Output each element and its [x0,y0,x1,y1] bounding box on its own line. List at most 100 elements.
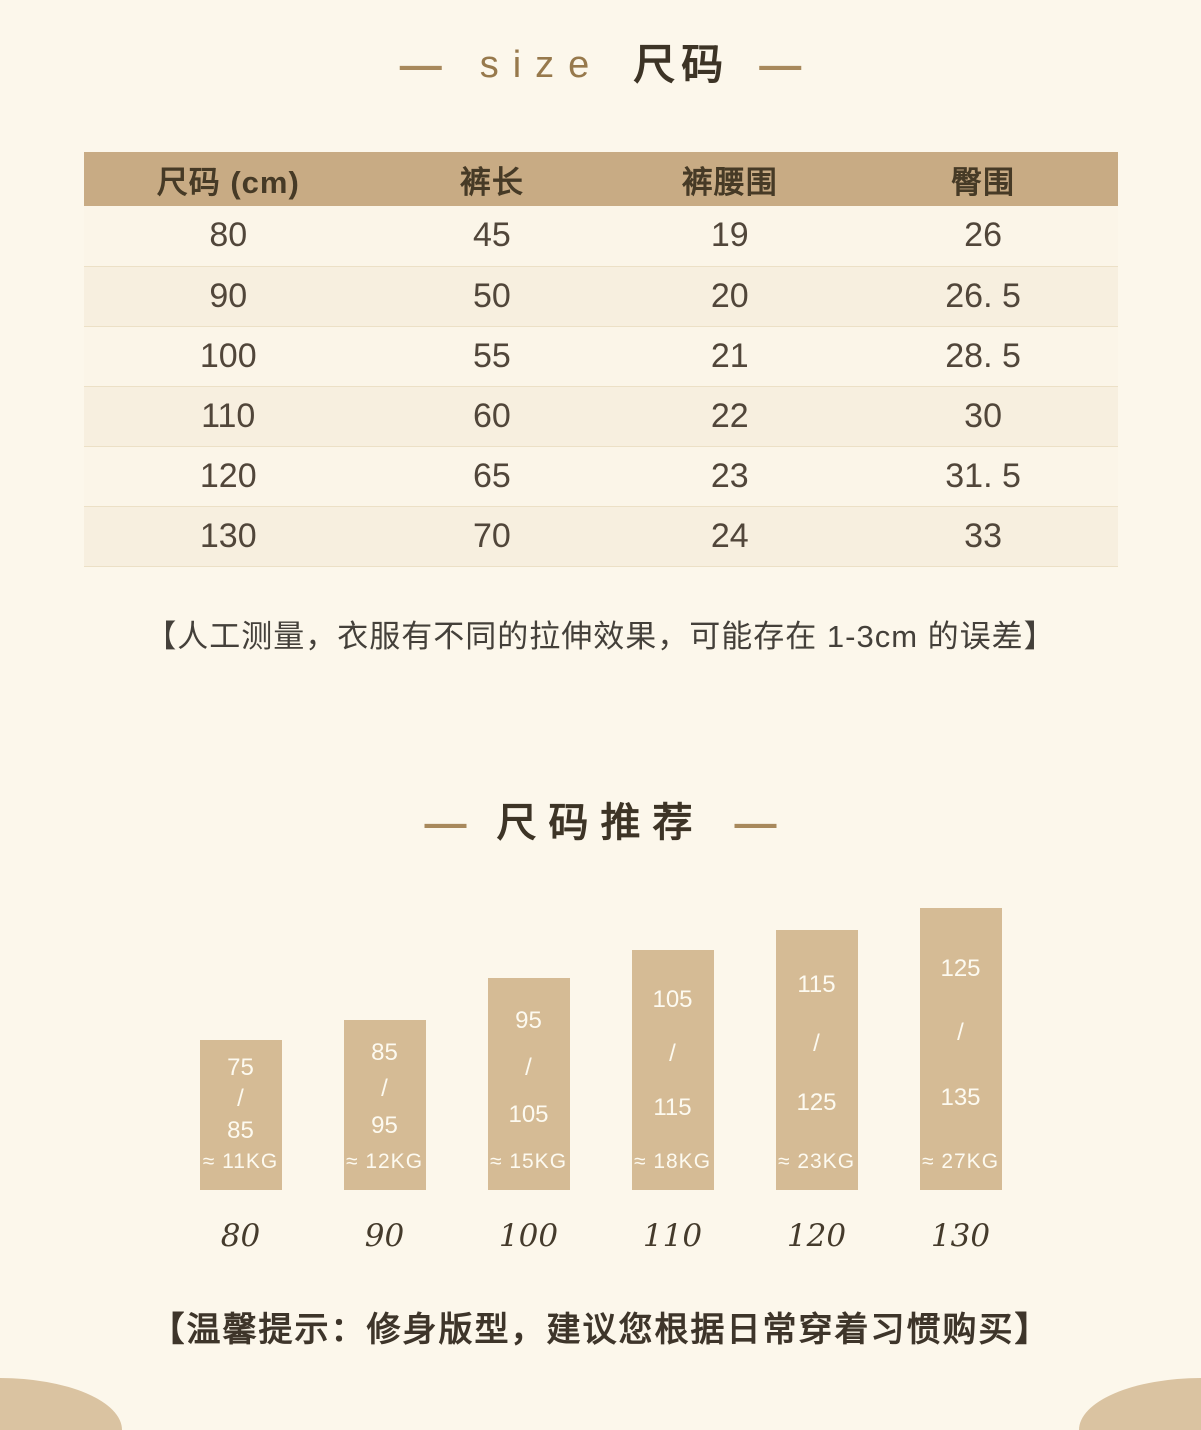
table-header-cell: 臀围 [848,152,1118,206]
bar-category-label: 130 [930,1217,991,1254]
table-row: 120 65 23 31. 5 [83,446,1118,507]
table-cell: 120 [83,446,374,507]
bar-range-divider: / [237,1085,244,1113]
bar-height-range: 85 / 95 [344,1030,426,1150]
bar-range-divider: / [381,1075,388,1103]
table-row: 80 45 19 26 [83,206,1118,267]
title-dash-left: — [399,41,442,88]
table-row: 100 55 21 28. 5 [83,326,1118,387]
title-dash-left: — [424,798,467,846]
bar-height-min: 105 [652,986,693,1014]
bar-height-max: 135 [940,1083,981,1111]
bar-range-divider: / [525,1054,532,1082]
recommend-section-title: — 尺码推荐 — [0,798,1201,846]
table-cell: 130 [83,506,374,567]
bar-height-max: 85 [227,1116,254,1144]
table-header-cell: 尺码 (cm) [83,152,374,206]
table-row: 130 70 24 33 [83,506,1118,567]
table-cell: 55 [373,326,611,387]
bar-column: 105 / 115 ≈ 18KG 110 [631,949,714,1254]
bar-range-divider: / [813,1030,820,1058]
bar-height-min: 115 [797,971,836,999]
table-cell: 21 [610,326,849,387]
bar-column: 115 / 125 ≈ 23KG 120 [775,929,858,1254]
table-cell: 50 [373,266,611,327]
bar-column: 95 / 105 ≈ 15KG 100 [487,977,570,1254]
bar-column: 75 / 85 ≈ 11KG 80 [199,1039,282,1254]
measurement-note: 【人工测量，衣服有不同的拉伸效果，可能存在 1-3cm 的误差】 [145,618,1056,654]
bar-height-range: 95 / 105 [488,988,570,1150]
bar-weight: ≈ 18KG [633,1149,712,1173]
size-table-header: 尺码 (cm) 裤长 裤腰围 臀围 [83,152,1118,206]
title-dash-right: — [734,798,777,846]
bar-height-max: 95 [371,1111,398,1139]
bar-height-range: 105 / 115 [632,960,714,1150]
bar-column: 125 / 135 ≈ 27KG 130 [919,907,1002,1254]
table-cell: 26 [848,206,1118,267]
table-cell: 80 [83,206,374,267]
bar-height-range: 115 / 125 [776,940,858,1150]
bar-range-divider: / [669,1040,676,1068]
table-cell: 30 [848,386,1118,447]
table-cell: 19 [610,206,849,267]
table-cell: 65 [373,446,611,507]
recommend-title-cn: 尺码推荐 [496,800,705,845]
size-recommend-bar-chart: 75 / 85 ≈ 11KG 80 85 / 95 ≈ 12KG 90 [0,907,1201,1254]
table-header-cell: 裤长 [373,152,611,206]
table-cell: 60 [373,386,611,447]
bar: 115 / 125 ≈ 23KG [775,929,858,1190]
table-cell: 28. 5 [848,326,1118,387]
table-header-cell: 裤腰围 [610,152,849,206]
table-row: 110 60 22 30 [83,386,1118,447]
bar-column: 85 / 95 ≈ 12KG 90 [343,1019,426,1254]
bar-category-label: 90 [364,1217,405,1254]
bar: 95 / 105 ≈ 15KG [487,977,570,1190]
bar-category-label: 80 [220,1217,261,1254]
bar-height-max: 115 [653,1094,692,1122]
table-cell: 45 [373,206,611,267]
bar-weight: ≈ 27KG [921,1149,1000,1173]
corner-decoration-left [0,1378,122,1430]
bar-range-divider: / [957,1019,964,1047]
size-section-title: — size 尺码 — [0,44,1201,86]
table-cell: 23 [610,446,849,507]
bar-weight: ≈ 12KG [345,1149,424,1173]
bar-height-min: 95 [515,1007,542,1035]
size-title-en: size [479,44,604,86]
bar-category-label: 120 [786,1217,847,1254]
table-cell: 70 [373,506,611,567]
table-cell: 31. 5 [848,446,1118,507]
table-header-row: 尺码 (cm) 裤长 裤腰围 臀围 [83,152,1118,206]
table-cell: 20 [610,266,849,327]
bar-height-min: 85 [371,1038,398,1066]
table-cell: 33 [848,506,1118,567]
purchase-tip-note: 【温馨提示：修身版型，建议您根据日常穿着习惯购买】 [150,1310,1051,1349]
bar: 125 / 135 ≈ 27KG [919,907,1002,1190]
bar-weight: ≈ 23KG [777,1149,856,1173]
table-cell: 110 [83,386,374,447]
table-cell: 100 [83,326,374,387]
bar-weight: ≈ 15KG [489,1149,568,1173]
table-cell: 22 [610,386,849,447]
size-table-body: 80 45 19 26 90 50 20 26. 5 100 55 21 28.… [83,206,1118,567]
bar: 75 / 85 ≈ 11KG [199,1039,282,1190]
bar-height-min: 75 [227,1053,254,1081]
bar: 105 / 115 ≈ 18KG [631,949,714,1190]
title-dash-right: — [759,41,802,88]
bar-weight: ≈ 11KG [202,1149,279,1173]
corner-decoration-right [1079,1378,1201,1430]
bar-height-max: 125 [796,1089,837,1117]
table-cell: 24 [610,506,849,567]
table-row: 90 50 20 26. 5 [83,266,1118,327]
bar-height-range: 125 / 135 [920,918,1002,1150]
size-table: 尺码 (cm) 裤长 裤腰围 臀围 80 45 19 26 90 50 20 2… [83,152,1118,567]
bar-category-label: 110 [642,1217,703,1254]
bar-category-label: 100 [498,1217,559,1254]
table-cell: 90 [83,266,374,327]
bar-height-range: 75 / 85 [200,1050,282,1150]
size-title-cn: 尺码 [633,41,730,88]
bar-height-max: 105 [508,1101,549,1129]
table-cell: 26. 5 [848,266,1118,327]
bar-height-min: 125 [940,954,981,982]
